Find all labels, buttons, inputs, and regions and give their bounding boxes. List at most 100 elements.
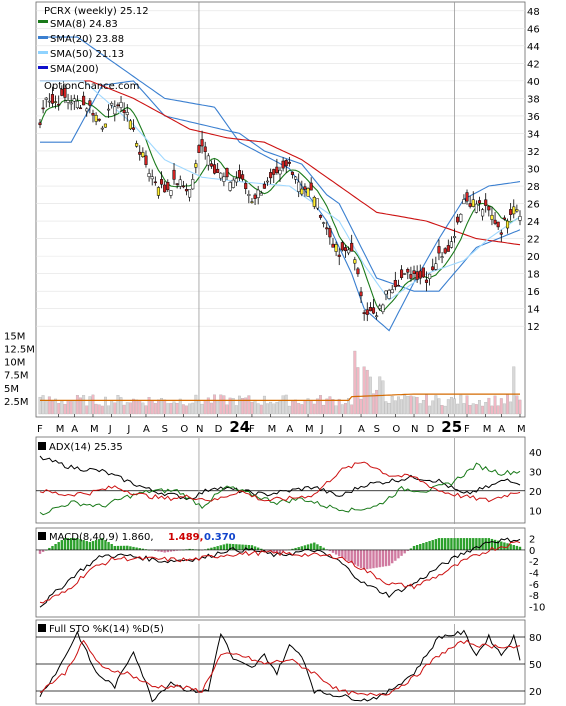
panel-tick-2: -2 xyxy=(529,557,539,568)
price-tick-11: 26 xyxy=(527,200,540,211)
volume-bar-66 xyxy=(244,397,248,415)
price-tick-1: 46 xyxy=(527,24,540,35)
macd-hist-bar-30 xyxy=(132,546,135,550)
candle-body-9 xyxy=(66,100,70,103)
volume-bar-108 xyxy=(375,389,379,415)
volume-bar-42 xyxy=(169,403,173,415)
volume-bar-63 xyxy=(234,405,238,415)
volume-bar-7 xyxy=(60,400,64,415)
price-y-ticks: 48 46 44 42 40 38 36 34 32 30 28 26 24 22 20 18 16 14 12 xyxy=(527,7,540,333)
candle-body-37 xyxy=(153,181,157,184)
candle-body-83 xyxy=(297,181,301,192)
volume-bar-11 xyxy=(72,400,76,415)
volume-bar-89 xyxy=(315,398,319,415)
candle-body-86 xyxy=(306,188,310,197)
volume-bar-124 xyxy=(425,394,428,415)
volume-bar-37 xyxy=(153,403,157,415)
volume-bar-5 xyxy=(54,398,58,415)
candle-body-102 xyxy=(356,268,360,275)
price-tick-3: 42 xyxy=(527,59,540,70)
volume-tick-3: 7.5M xyxy=(4,371,29,382)
price-tick-2: 44 xyxy=(527,42,540,53)
volume-bar-105 xyxy=(365,369,369,415)
macd-hist-bar-111 xyxy=(384,549,388,567)
volume-bar-75 xyxy=(272,403,276,415)
sma50-line xyxy=(40,80,521,301)
macd-hist-bar-10 xyxy=(69,538,73,550)
price-grid xyxy=(36,2,525,417)
price-tick-13: 22 xyxy=(527,235,540,246)
volume-bar-2 xyxy=(44,401,48,415)
volume-bar-147 xyxy=(496,405,500,415)
candle-body-111 xyxy=(384,290,388,295)
volume-bar-101 xyxy=(353,350,357,415)
candle-body-43 xyxy=(172,169,176,180)
macd-hist-bar-145 xyxy=(490,538,494,550)
macd-hist-bar-44 xyxy=(175,549,179,551)
candle-body-127 xyxy=(434,263,438,270)
macd-hist-bar-148 xyxy=(500,541,503,550)
x-tick-19: S xyxy=(374,424,380,435)
candle-body-122 xyxy=(418,270,422,279)
panel-tick-4: -6 xyxy=(529,580,539,591)
macd-hist-bar-90 xyxy=(319,545,322,550)
macd-hist-bar-43 xyxy=(172,549,176,552)
candle-body-135 xyxy=(459,213,463,222)
x-tick-12: F xyxy=(249,424,255,435)
candle-body-23 xyxy=(110,103,114,106)
candle-body-131 xyxy=(446,245,450,252)
price-tick-9: 30 xyxy=(527,165,540,176)
candle-body-22 xyxy=(107,108,111,111)
candle-body-134 xyxy=(456,216,460,223)
macd-hist-bar-101 xyxy=(353,549,357,565)
macd-hist-bar-77 xyxy=(278,549,282,553)
volume-bar-61 xyxy=(228,397,232,415)
volume-bar-39 xyxy=(160,398,164,415)
volume-bar-45 xyxy=(178,398,182,415)
x-tick-5: J xyxy=(126,424,130,435)
macd-hist-bar-16 xyxy=(88,542,92,550)
macd-hist-bar-57 xyxy=(216,546,219,550)
candle-body-124 xyxy=(424,279,429,283)
price-tick-12: 24 xyxy=(527,217,540,228)
volume-bar-139 xyxy=(471,403,475,415)
macd-hist-bar-15 xyxy=(85,541,88,550)
volume-bar-125 xyxy=(428,405,432,415)
macd-hist-bar-121 xyxy=(415,544,419,550)
macd-hist-bar-58 xyxy=(219,545,222,550)
volume-bar-127 xyxy=(434,395,438,415)
volume-bar-114 xyxy=(393,400,397,415)
candle-body-68 xyxy=(250,201,254,203)
candle-body-152 xyxy=(512,206,516,215)
candle-body-95 xyxy=(334,244,338,252)
candle-body-112 xyxy=(387,290,391,299)
volume-bar-68 xyxy=(250,401,254,415)
sma-long-line xyxy=(40,80,521,246)
volume-bar-150 xyxy=(506,394,509,415)
macd-hist-bar-29 xyxy=(129,546,132,550)
volume-bar-44 xyxy=(175,403,179,415)
volume-bar-77 xyxy=(278,400,282,415)
volume-bar-55 xyxy=(209,402,213,415)
panel-tick-1: 50 xyxy=(529,660,542,671)
macd-hist-bar-73 xyxy=(266,549,269,551)
volume-bar-23 xyxy=(110,400,114,415)
candle-body-81 xyxy=(290,171,295,175)
volume-y-ticks: 15M 12.5M 10M 7.5M 5M 2.5M xyxy=(4,331,35,408)
volume-bar-70 xyxy=(256,403,260,415)
volume-bar-93 xyxy=(328,396,332,415)
volume-bar-30 xyxy=(132,398,135,415)
candle-body-89 xyxy=(315,198,319,209)
volume-bar-74 xyxy=(269,401,273,415)
candle-body-143 xyxy=(484,199,488,206)
macd-hist-bar-98 xyxy=(344,549,347,560)
macd-hist-bar-13 xyxy=(79,539,82,550)
panel-tick-0: 40 xyxy=(529,448,542,459)
x-tick-1: M xyxy=(56,424,65,435)
macd-hist-bar-95 xyxy=(334,549,338,555)
volume-bar-62 xyxy=(231,398,235,415)
volume-bar-8 xyxy=(63,403,67,415)
macd-hist-bar-14 xyxy=(82,540,85,550)
indicator-line-1 xyxy=(39,540,521,604)
x-tick-6: A xyxy=(143,424,150,435)
